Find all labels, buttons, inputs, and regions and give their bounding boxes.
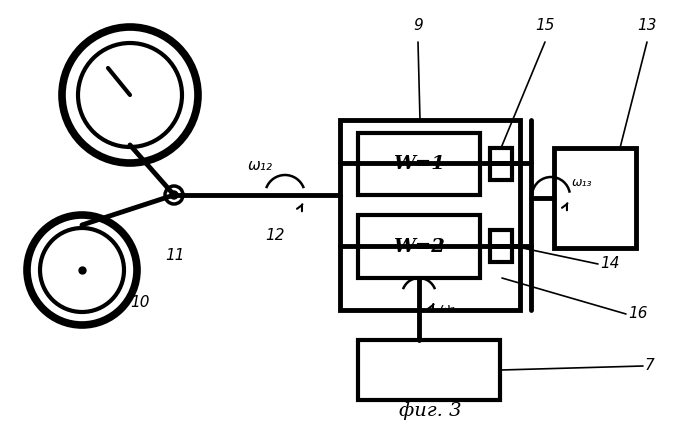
Text: 16: 16 <box>628 306 647 321</box>
FancyBboxPatch shape <box>340 120 520 310</box>
FancyBboxPatch shape <box>554 148 636 248</box>
FancyBboxPatch shape <box>490 230 512 262</box>
Text: 15: 15 <box>535 18 555 33</box>
Text: 9: 9 <box>413 18 423 33</box>
Circle shape <box>170 191 178 199</box>
FancyBboxPatch shape <box>490 148 512 180</box>
Text: ω₇: ω₇ <box>440 302 456 315</box>
FancyBboxPatch shape <box>358 133 480 195</box>
Text: W=2: W=2 <box>393 237 445 256</box>
Text: 7: 7 <box>645 358 655 373</box>
Text: 11: 11 <box>165 248 185 263</box>
Text: фиг. 3: фиг. 3 <box>398 402 461 420</box>
Text: 12: 12 <box>265 228 284 243</box>
Text: ω₁₂: ω₁₂ <box>247 158 273 172</box>
Text: W=1: W=1 <box>393 155 445 173</box>
FancyBboxPatch shape <box>358 215 480 278</box>
Text: ω₁₃: ω₁₃ <box>572 175 593 188</box>
Text: 14: 14 <box>600 256 619 271</box>
FancyBboxPatch shape <box>358 340 500 400</box>
Circle shape <box>165 186 183 204</box>
Text: 13: 13 <box>637 18 657 33</box>
Text: 10: 10 <box>130 295 150 310</box>
